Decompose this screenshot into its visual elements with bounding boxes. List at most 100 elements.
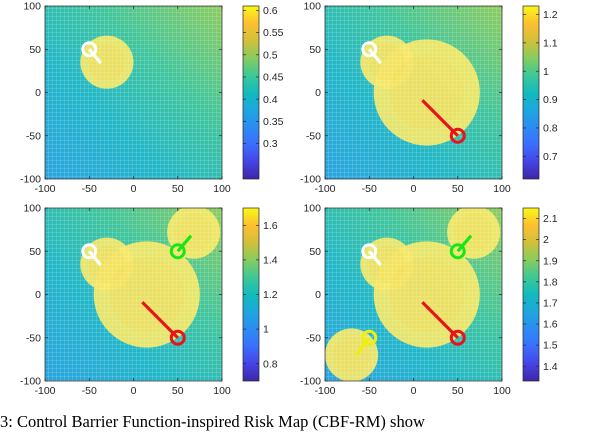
colorbar-tick-label: 1 (543, 66, 549, 78)
mesh-grid (325, 208, 502, 381)
colorbar-tick-label: 0.8 (543, 123, 558, 135)
y-tick-label: 0 (35, 87, 41, 99)
colorbar-tick-label: 0.55 (263, 27, 284, 39)
y-tick-label: -100 (20, 174, 41, 186)
colorbar-tick-label: 0.4 (263, 94, 278, 106)
agent-marker-white (361, 41, 378, 58)
agent-marker-yellow (361, 329, 378, 346)
colorbar-tick-label: 1.2 (263, 289, 278, 301)
y-tick-label: 50 (29, 44, 41, 56)
colorbar (242, 5, 260, 180)
y-tick-label: -50 (26, 332, 41, 344)
agent-heading-red (421, 99, 459, 137)
colorbar-tick-label: 1.6 (263, 220, 278, 232)
subplot-2: -100 -50 0 50 100 -100 -50 0 50 100 0.7 0.8 0.9 1 1.1 1… (300, 1, 558, 195)
y-tick-label: 0 (35, 289, 41, 301)
x-tick-label: 0 (131, 385, 137, 397)
agent-marker-red (169, 329, 186, 346)
mesh-grid (45, 208, 222, 381)
x-tick-label: -50 (82, 385, 97, 397)
mesh-grid (325, 6, 502, 179)
x-tick-label: -100 (314, 183, 335, 195)
x-tick-label: 100 (493, 385, 511, 397)
x-tick-label: 0 (411, 183, 417, 195)
agent-heading-white (88, 48, 102, 65)
y-tick-label: -100 (20, 376, 41, 388)
agent-heading-white (368, 48, 382, 65)
y-tick-label: 100 (23, 203, 41, 215)
colorbar-tick-label: 1.9 (543, 255, 558, 267)
y-tick-label: 100 (303, 203, 321, 215)
x-tick-label: 100 (493, 183, 511, 195)
colorbar-tick-label: 0.45 (263, 72, 284, 84)
colorbar-tick-label: 1.1 (543, 37, 558, 49)
agent-marker-green (449, 243, 466, 260)
colorbar-tick-label: 1 (263, 324, 269, 336)
colorbar-tick-label: 1.4 (543, 361, 558, 373)
subplot-1: -100 -50 0 50 100 -100 -50 0 50 100 0.3 0.35 0.4 0.45… (20, 1, 284, 195)
x-tick-label: -100 (314, 385, 335, 397)
y-tick-label: 100 (303, 1, 321, 13)
colorbar-tick-label: 1.4 (263, 255, 278, 267)
figure-caption: 3: Control Barrier Function-inspired Ris… (0, 412, 425, 431)
x-tick-label: 50 (172, 183, 184, 195)
y-tick-label: -100 (300, 376, 321, 388)
agent-marker-red (449, 127, 466, 144)
colorbar-tick-label: 2 (543, 234, 549, 246)
y-tick-label: 50 (309, 246, 321, 258)
agent-heading-yellow (354, 336, 371, 357)
x-tick-label: 0 (131, 183, 137, 195)
agent-heading-green (456, 234, 473, 253)
colorbar-tick-label: 1.7 (543, 298, 558, 310)
colorbar-tick-label: 1.2 (543, 9, 558, 21)
x-tick-label: 100 (213, 183, 231, 195)
subplot-grid: -100 -50 0 50 100-100-500501000.30.350.40.45… (20, 1, 558, 397)
agent-heading-white (88, 250, 102, 267)
y-tick-label: -50 (306, 130, 321, 142)
agent-marker-white (81, 41, 98, 58)
colorbar-tick-label: 1.6 (543, 319, 558, 331)
risk-field (45, 6, 222, 179)
agent-heading-white (368, 250, 382, 267)
colorbar (522, 5, 540, 180)
y-tick-label: -100 (300, 174, 321, 186)
x-tick-label: -50 (362, 385, 377, 397)
colorbar-tick-label: 0.6 (263, 5, 278, 17)
colorbar-tick-label: 0.35 (263, 116, 284, 128)
colorbar (522, 207, 540, 382)
colorbar-tick-label: 1.5 (543, 340, 558, 352)
x-tick-label: 100 (213, 385, 231, 397)
y-tick-label: 50 (309, 44, 321, 56)
y-tick-label: 100 (23, 1, 41, 13)
subplot-3: -100 -50 0 50 100 -100 -50 0 50 100 0.8 1 1.2 1.4 1.6 (20, 203, 278, 397)
y-tick-label: 50 (29, 246, 41, 258)
agent-heading-red (421, 301, 459, 339)
x-tick-label: -100 (34, 385, 55, 397)
x-tick-label: 50 (452, 183, 464, 195)
subplot-4: -100 -50 0 50 100 -100 -50 0 50 100 1.4 1.5 1.6 1.7 1.… (300, 203, 558, 397)
y-tick-label: 0 (315, 289, 321, 301)
colorbar-tick-label: 2.1 (543, 213, 558, 225)
risk-field (325, 6, 502, 179)
colorbar-tick-label: 0.3 (263, 138, 278, 150)
mesh-grid (45, 6, 222, 179)
x-tick-label: 0 (411, 385, 417, 397)
x-tick-label: 50 (452, 385, 464, 397)
agent-heading-green (176, 234, 193, 253)
y-tick-label: -50 (26, 130, 41, 142)
risk-field (325, 208, 502, 381)
agent-marker-white (81, 243, 98, 260)
x-tick-label: -50 (362, 183, 377, 195)
colorbar-tick-label: 0.8 (263, 358, 278, 370)
x-tick-label: 50 (172, 385, 184, 397)
agent-heading-red (141, 301, 179, 339)
y-tick-label: 0 (315, 87, 321, 99)
colorbar-tick-label: 1.8 (543, 276, 558, 288)
agent-marker-green (169, 243, 186, 260)
y-tick-label: -50 (306, 332, 321, 344)
colorbar-tick-label: 0.5 (263, 49, 278, 61)
agent-marker-red (449, 329, 466, 346)
agent-marker-white (361, 243, 378, 260)
colorbar-tick-label: 0.7 (543, 151, 558, 163)
